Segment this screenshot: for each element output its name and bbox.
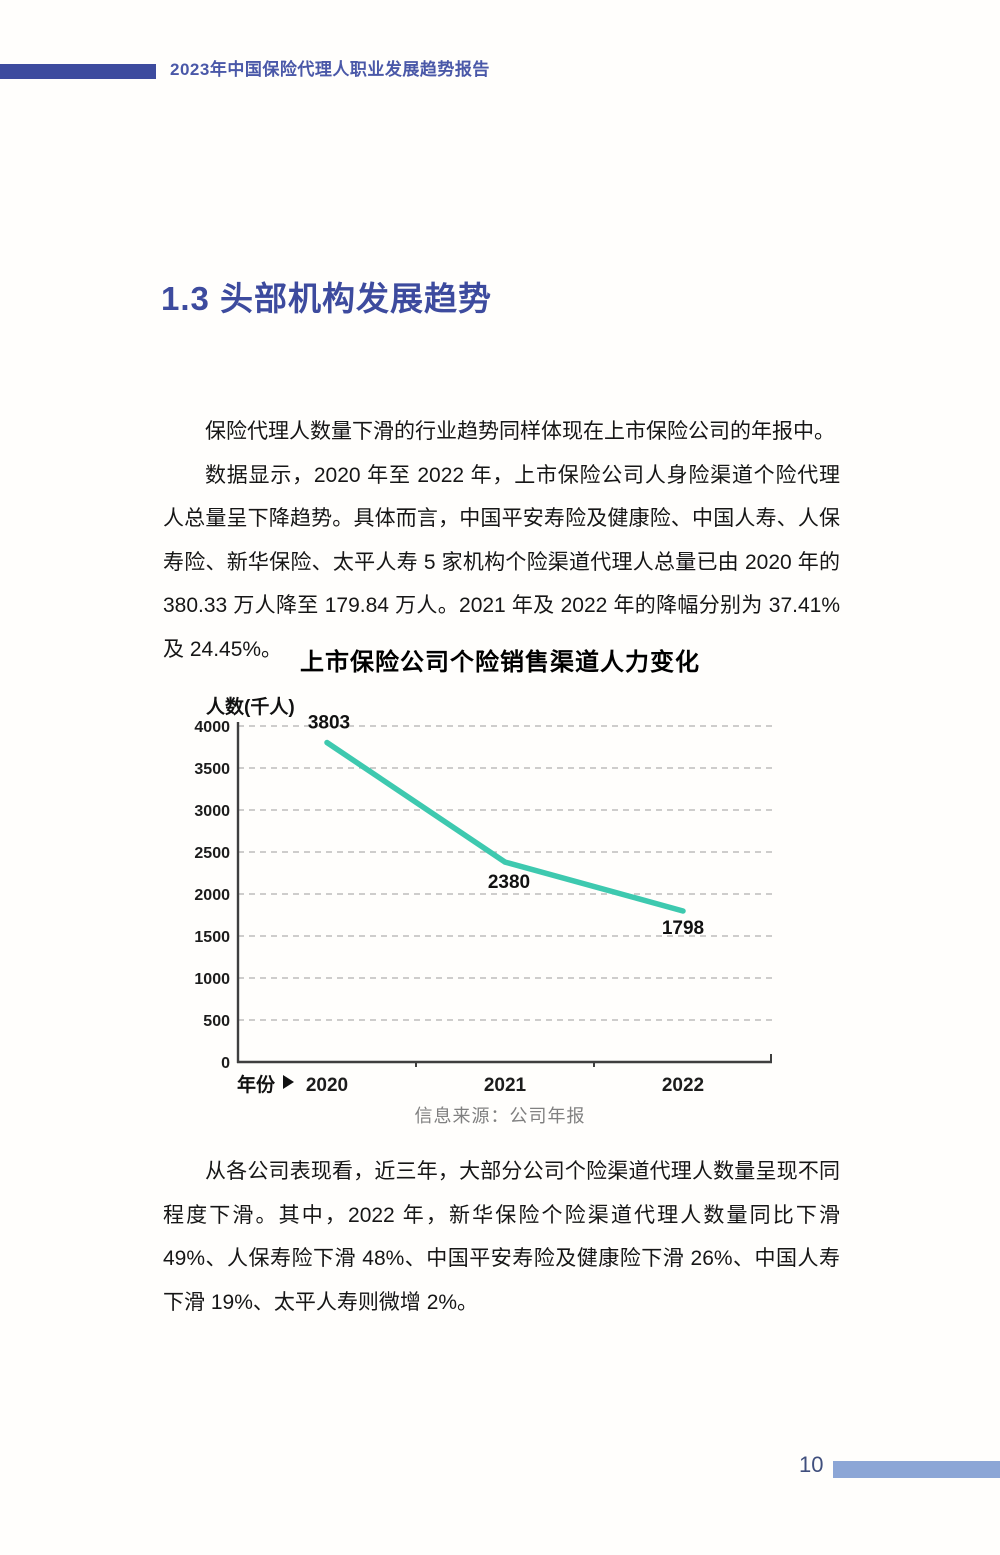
section-heading: 1.3 头部机构发展趋势 [161,280,493,317]
chart-y-tick-labels: 0 500 1000 1500 2000 2500 3000 3500 4000 [194,719,230,1072]
paragraph: 数据显示，2020 年至 2022 年，上市保险公司人身险渠道个险代理人总量呈下… [163,463,840,661]
paragraph: 从各公司表现看，近三年，大部分公司个险渠道代理人数量呈现不同程度下滑。其中，20… [163,1160,840,1314]
chart-x-tick-labels: 2020 2021 2022 [306,1075,704,1096]
chart-data-labels: 3803 2380 1798 [308,713,704,939]
paragraph: 保险代理人数量下滑的行业趋势同样体现在上市保险公司的年报中。 [205,420,835,443]
report-header-title: 2023年中国保险代理人职业发展趋势报告 [170,60,490,79]
chart-series-line [324,739,686,914]
data-point-label: 3803 [308,713,350,734]
y-tick-label: 500 [203,1013,230,1030]
data-point-label: 2380 [488,872,530,893]
body-paragraphs-bottom: 从各公司表现看，近三年，大部分公司个险渠道代理人数量呈现不同程度下滑。其中，20… [163,1150,840,1324]
chart-source-note: 信息来源：公司年报 [414,1106,586,1126]
chart-axes [236,722,772,1067]
x-axis-arrow-icon [283,1075,294,1089]
y-tick-label: 4000 [194,719,230,736]
y-tick-label: 3500 [194,761,230,778]
x-tick-label: 2020 [306,1075,348,1096]
y-tick-label: 3000 [194,803,230,820]
header-accent-bar [0,64,156,79]
y-tick-label: 2500 [194,845,230,862]
x-tick-label: 2022 [662,1075,704,1096]
trend-line [324,739,686,914]
y-tick-label: 1000 [194,971,230,988]
chart-y-axis-title: 人数(千人) [206,695,295,718]
footer-accent-bar [833,1461,1000,1478]
chart-gridlines [238,725,772,1021]
chart-x-axis-title: 年份 [237,1073,276,1096]
y-tick-label: 1500 [194,929,230,946]
data-point-label: 1798 [662,918,704,939]
body-paragraphs-top: 保险代理人数量下滑的行业趋势同样体现在上市保险公司的年报中。 数据显示，2020… [163,410,840,671]
x-tick-label: 2021 [484,1075,527,1096]
page-number: 10 [799,1452,824,1477]
chart-title: 上市保险公司个险销售渠道人力变化 [300,649,700,676]
y-tick-label: 0 [221,1055,230,1072]
y-tick-label: 2000 [194,887,230,904]
